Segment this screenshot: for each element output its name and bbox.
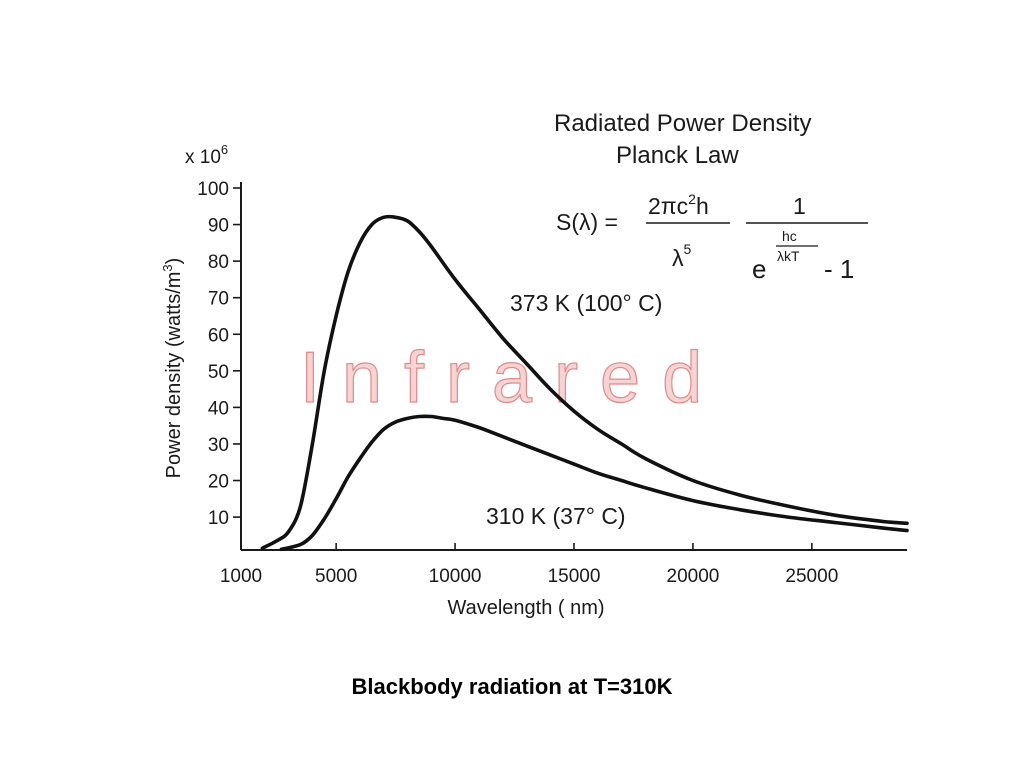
x-tick-label: 1000 <box>220 566 262 587</box>
y-tick-label: 90 <box>208 216 229 237</box>
y-tick-label: 60 <box>208 325 229 346</box>
formula-denominator: λ5 <box>672 241 692 271</box>
y-multiplier-exp: 6 <box>221 142 228 157</box>
x-ticks: 1000 5000 10000 15000 20000 25000 <box>220 543 838 587</box>
x-tick-label: 5000 <box>315 566 357 587</box>
chart-title: Radiated Power Density <box>554 110 811 137</box>
y-ticks: 10 20 30 40 50 60 70 80 90 100 <box>197 179 241 529</box>
x-tick-label: 15000 <box>548 566 601 587</box>
x-tick-label: 25000 <box>785 566 838 587</box>
series-layer <box>260 214 909 552</box>
infrared-watermark: Infrared <box>300 338 724 418</box>
series-line-373k <box>260 214 909 550</box>
formula-exp-den: λkT <box>777 248 800 264</box>
series-line-310k <box>279 414 909 552</box>
chart-subtitle: Planck Law <box>616 142 739 169</box>
y-tick-label: 20 <box>208 472 229 493</box>
y-axis-title: Power density (watts/m3) <box>160 258 185 479</box>
formula-numerator: 2πc2h <box>648 191 709 219</box>
y-multiplier-base: x 10 <box>185 147 221 168</box>
formula-den-base: λ <box>672 245 684 271</box>
caption: Blackbody radiation at T=310K <box>351 674 673 699</box>
formula-exp-base: e <box>752 254 766 284</box>
formula-num-sup: 2 <box>688 191 696 207</box>
y-tick-label: 80 <box>208 252 229 273</box>
y-tick-label: 100 <box>197 179 229 200</box>
y-tick-label: 30 <box>208 435 229 456</box>
y-multiplier: x 106 <box>185 142 228 168</box>
x-tick-label: 20000 <box>667 566 720 587</box>
y-axis-title-close: ) <box>163 258 185 265</box>
y-tick-label: 40 <box>208 398 229 419</box>
y-tick-label: 70 <box>208 289 229 310</box>
y-tick-label: 50 <box>208 362 229 383</box>
series-label-373k: 373 K (100° C) <box>510 290 662 316</box>
y-axis-title-text: Power density (watts/m <box>163 272 185 479</box>
formula-lhs: S(λ) = <box>556 209 618 235</box>
planck-formula: S(λ) = 2πc2h λ5 1 e hc λkT - 1 <box>556 191 868 284</box>
series-label-310k: 310 K (37° C) <box>486 503 626 529</box>
formula-minus-one: - 1 <box>824 254 854 284</box>
formula-exp-num: hc <box>782 228 797 244</box>
formula-num-tail: h <box>696 193 709 219</box>
formula-num-base: 2πc <box>648 193 688 219</box>
formula-den-sup: 5 <box>684 241 692 257</box>
y-tick-label: 10 <box>208 508 229 529</box>
formula-frac2-numerator: 1 <box>793 193 806 219</box>
x-axis-title: Wavelength ( nm) <box>447 597 604 619</box>
x-tick-label: 10000 <box>429 566 482 587</box>
y-axis-title-sup: 3 <box>160 264 175 271</box>
